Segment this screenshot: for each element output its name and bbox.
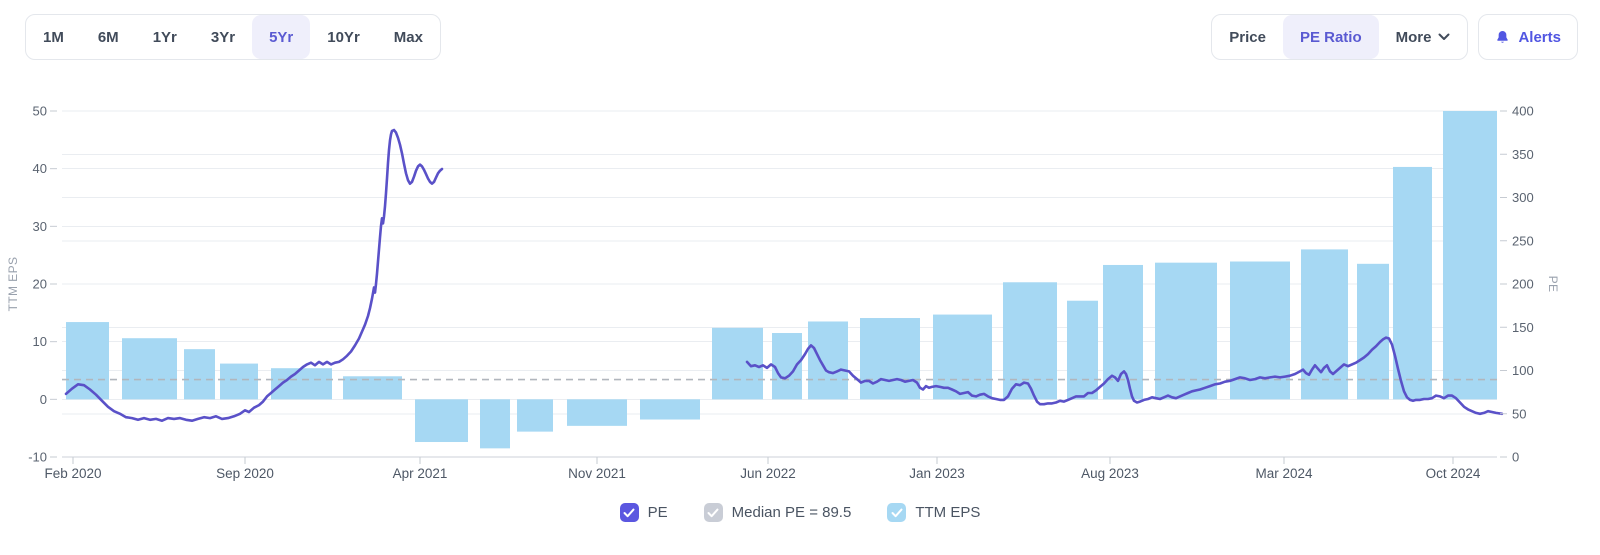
y-right-tick-label: 200 bbox=[1512, 277, 1534, 292]
range-10yr-button[interactable]: 10Yr bbox=[327, 28, 360, 46]
y-right-tick-label: 0 bbox=[1512, 450, 1519, 465]
range-6m-button[interactable]: 6M bbox=[97, 28, 119, 46]
legend-label: Median PE = 89.5 bbox=[731, 504, 852, 521]
y-right-tick-label: 100 bbox=[1512, 363, 1534, 378]
bell-icon bbox=[1497, 31, 1509, 43]
eps-bar bbox=[860, 318, 920, 400]
legend-checkbox[interactable] bbox=[887, 503, 907, 522]
x-tick-label: Mar 2024 bbox=[1255, 466, 1313, 481]
y-right-tick-label: 400 bbox=[1512, 104, 1534, 119]
legend-item-ttm-eps[interactable]: TTM EPS bbox=[887, 503, 980, 522]
legend-item-pe[interactable]: PE bbox=[619, 503, 668, 522]
view-more-button[interactable]: More bbox=[1379, 15, 1468, 59]
view-pe-ratio-button[interactable]: PE Ratio bbox=[1282, 15, 1379, 59]
y-left-tick-label: 30 bbox=[33, 219, 47, 234]
eps-bar bbox=[480, 399, 510, 449]
legend-item-median-pe-89-5[interactable]: Median PE = 89.5 bbox=[703, 503, 852, 522]
alerts-label: Alerts bbox=[1518, 28, 1561, 46]
eps-bar bbox=[640, 399, 700, 420]
y-left-axis-title: TTM EPS bbox=[6, 257, 20, 312]
y-left-tick-label: 10 bbox=[33, 334, 47, 349]
y-right-tick-label: 300 bbox=[1512, 190, 1534, 205]
eps-bar bbox=[122, 338, 177, 400]
legend-checkbox[interactable] bbox=[619, 503, 639, 522]
y-right-tick-label: 350 bbox=[1512, 147, 1534, 162]
x-tick-label: Jan 2023 bbox=[909, 466, 965, 481]
y-left-tick-label: -10 bbox=[28, 450, 47, 465]
chevron-down-icon bbox=[1438, 33, 1450, 40]
y-left-tick-label: 50 bbox=[33, 104, 47, 119]
toolbar-right: Price PE Ratio More Alerts bbox=[1211, 14, 1578, 60]
eps-bar bbox=[772, 333, 802, 400]
range-3yr-button[interactable]: 3Yr bbox=[210, 28, 236, 46]
eps-bar bbox=[1155, 262, 1217, 400]
eps-bar bbox=[712, 327, 763, 400]
view-button-label: Price bbox=[1229, 28, 1266, 46]
pe-line bbox=[745, 336, 1504, 416]
eps-bar bbox=[220, 363, 258, 400]
eps-bar bbox=[1067, 300, 1098, 400]
x-tick-label: Apr 2021 bbox=[393, 466, 448, 481]
view-price-button[interactable]: Price bbox=[1212, 15, 1283, 59]
view-button-label: More bbox=[1395, 28, 1432, 46]
x-tick-label: Oct 2024 bbox=[1426, 466, 1481, 481]
x-tick-label: Nov 2021 bbox=[568, 466, 626, 481]
eps-bar bbox=[1357, 263, 1389, 400]
eps-bar bbox=[184, 349, 215, 400]
x-tick-label: Jun 2022 bbox=[740, 466, 796, 481]
chart-legend: PE Median PE = 89.5 TTM EPS bbox=[0, 503, 1600, 522]
check-icon bbox=[891, 508, 903, 517]
legend-checkbox[interactable] bbox=[703, 503, 723, 522]
y-right-tick-label: 150 bbox=[1512, 320, 1534, 335]
chart-toolbar: 1M 6M 1Yr 3Yr 5Yr 10Yr Max Price PE Ratio More A… bbox=[25, 14, 1578, 60]
pe-line bbox=[64, 128, 444, 423]
check-icon bbox=[707, 508, 719, 517]
range-1yr-button[interactable]: 1Yr bbox=[152, 28, 177, 46]
range-max-button[interactable]: Max bbox=[393, 28, 423, 46]
alerts-button[interactable]: Alerts bbox=[1478, 14, 1578, 60]
chart-view-selector: Price PE Ratio More bbox=[1211, 14, 1469, 60]
x-tick-label: Sep 2020 bbox=[216, 466, 274, 481]
eps-bar bbox=[1443, 111, 1497, 400]
x-tick-label: Feb 2020 bbox=[44, 466, 101, 481]
eps-bar bbox=[343, 376, 402, 400]
x-tick-label: Aug 2023 bbox=[1081, 466, 1139, 481]
y-right-tick-label: 50 bbox=[1512, 406, 1526, 421]
check-icon bbox=[623, 508, 635, 517]
eps-bar bbox=[567, 399, 627, 426]
eps-bar bbox=[1393, 166, 1432, 400]
y-left-tick-label: 0 bbox=[40, 392, 47, 407]
y-left-tick-label: 20 bbox=[33, 277, 47, 292]
range-1m-button[interactable]: 1M bbox=[43, 28, 64, 46]
eps-bar bbox=[1003, 282, 1057, 400]
view-button-label: PE Ratio bbox=[1299, 28, 1362, 46]
legend-label: TTM EPS bbox=[915, 504, 981, 521]
eps-bar bbox=[933, 314, 992, 400]
eps-bar bbox=[1301, 249, 1348, 400]
y-right-tick-label: 250 bbox=[1512, 233, 1534, 248]
legend-label: PE bbox=[647, 504, 668, 521]
range-5yr-button[interactable]: 5Yr bbox=[252, 15, 311, 59]
y-left-tick-label: 40 bbox=[33, 161, 47, 176]
eps-bar bbox=[517, 399, 553, 432]
eps-bar bbox=[808, 321, 848, 400]
time-range-selector: 1M 6M 1Yr 3Yr 5Yr 10Yr Max bbox=[25, 14, 441, 60]
y-right-axis-title: PE bbox=[1546, 276, 1560, 293]
eps-bar bbox=[415, 399, 468, 443]
